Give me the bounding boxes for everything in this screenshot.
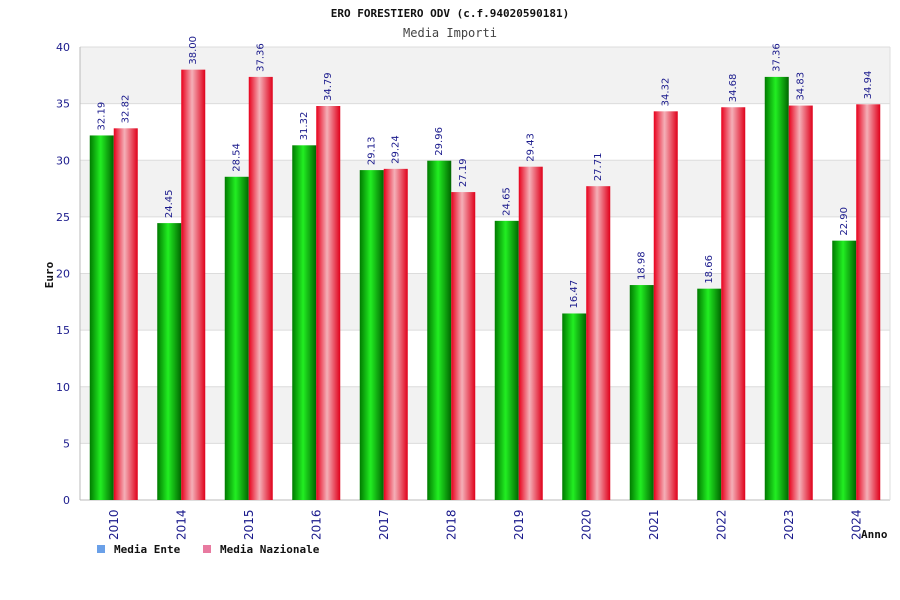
- bar-media-ente-2019: [494, 220, 519, 500]
- bar-media-ente-2023: [764, 76, 789, 500]
- value-label-media-ente-2024: 22.90: [839, 207, 850, 236]
- value-label-media-ente-2017: 29.13: [367, 136, 378, 165]
- value-label-media-ente-2015: 28.54: [232, 143, 243, 172]
- value-label-media-ente-2019: 24.65: [502, 187, 513, 216]
- value-label-media-ente-2022: 18.66: [704, 255, 715, 284]
- x-tick-label: 2018: [444, 509, 458, 540]
- bar-media-nazionale-2022: [721, 107, 746, 501]
- value-label-media-nazionale-2023: 34.83: [796, 72, 807, 101]
- x-axis-label: Anno: [861, 528, 888, 541]
- legend-swatch-media-nazionale: [203, 545, 211, 553]
- legend: Media Ente Media Nazionale: [97, 543, 320, 556]
- x-tick-label: 2024: [849, 509, 863, 540]
- value-label-media-nazionale-2014: 38.00: [188, 36, 199, 65]
- bar-media-nazionale-2024: [856, 104, 881, 500]
- value-label-media-nazionale-2019: 29.43: [526, 133, 537, 162]
- legend-label-media-ente: Media Ente: [114, 543, 181, 556]
- value-label-media-ente-2023: 37.36: [772, 43, 783, 72]
- x-axis-ticks: 2010 2014 2015 2016 2017 2018 2019 2020 2021 2022…: [107, 509, 864, 540]
- bar-media-ente-2022: [697, 288, 722, 500]
- bar-media-nazionale-2017: [383, 168, 408, 500]
- grid-band: [80, 273, 890, 331]
- bar-media-ente-2017: [359, 170, 384, 500]
- y-tick-label: 40: [56, 41, 70, 54]
- bar-media-ente-2020: [562, 313, 587, 500]
- value-labels: 32.19 32.82 24.45 38.00 28.54 37.36 31.32 34.79…: [97, 36, 875, 308]
- bar-media-nazionale-2010: [113, 128, 138, 500]
- legend-swatch-media-ente: [97, 545, 105, 553]
- y-tick-label: 20: [56, 268, 70, 281]
- value-label-media-nazionale-2022: 34.68: [728, 74, 739, 103]
- value-label-media-ente-2021: 18.98: [637, 251, 648, 280]
- y-tick-label: 5: [63, 437, 70, 450]
- grid-band: [80, 160, 890, 217]
- chart-title: ERO FORESTIERO ODV (c.f.94020590181): [331, 7, 569, 20]
- x-tick-label: 2022: [714, 509, 728, 540]
- bar-media-ente-2018: [427, 160, 452, 500]
- y-axis-label: Euro: [43, 261, 56, 288]
- value-label-media-nazionale-2016: 34.79: [323, 72, 334, 101]
- y-tick-label: 35: [56, 98, 70, 111]
- x-tick-label: 2010: [107, 509, 121, 540]
- bar-media-ente-2010: [89, 135, 114, 501]
- value-label-media-ente-2018: 29.96: [434, 127, 445, 156]
- value-label-media-nazionale-2010: 32.82: [121, 95, 132, 124]
- y-axis-ticks: 0 5 10 15 20 25 30 35 40: [56, 41, 70, 507]
- y-tick-label: 15: [56, 324, 70, 337]
- y-tick-label: 0: [63, 494, 70, 507]
- value-label-media-ente-2020: 16.47: [569, 280, 580, 309]
- bar-media-nazionale-2020: [586, 186, 611, 500]
- x-tick-label: 2017: [377, 509, 391, 540]
- bar-media-nazionale-2014: [181, 69, 206, 501]
- bar-media-nazionale-2018: [451, 192, 476, 501]
- x-tick-label: 2023: [782, 509, 796, 540]
- y-tick-label: 30: [56, 154, 70, 167]
- x-tick-label: 2015: [242, 509, 256, 540]
- x-tick-label: 2019: [512, 509, 526, 540]
- value-label-media-ente-2010: 32.19: [97, 102, 108, 131]
- bar-media-nazionale-2016: [316, 106, 341, 501]
- grid-band: [80, 386, 890, 444]
- value-label-media-ente-2016: 31.32: [299, 112, 310, 141]
- value-label-media-ente-2014: 24.45: [164, 189, 175, 218]
- bars: [89, 69, 881, 501]
- y-tick-label: 10: [56, 381, 70, 394]
- x-tick-label: 2021: [647, 509, 661, 540]
- grid-lines: [79, 46, 891, 501]
- x-tick-label: 2020: [579, 509, 593, 540]
- value-label-media-nazionale-2024: 34.94: [863, 71, 874, 100]
- bar-media-ente-2024: [832, 240, 857, 500]
- chart-subtitle: Media Importi: [403, 26, 497, 40]
- x-tick-label: 2014: [174, 509, 188, 540]
- x-tick-label: 2016: [309, 509, 323, 540]
- value-label-media-nazionale-2020: 27.71: [593, 153, 604, 182]
- value-label-media-nazionale-2017: 29.24: [391, 135, 402, 164]
- y-tick-label: 25: [56, 211, 70, 224]
- grid-band: [80, 47, 890, 104]
- value-label-media-nazionale-2021: 34.32: [661, 78, 672, 107]
- bar-media-ente-2021: [629, 285, 654, 500]
- bar-media-nazionale-2015: [248, 76, 273, 500]
- value-label-media-nazionale-2015: 37.36: [256, 43, 267, 72]
- bar-media-ente-2016: [292, 145, 317, 500]
- bar-media-ente-2014: [157, 223, 182, 500]
- bar-media-nazionale-2019: [518, 166, 543, 500]
- bar-media-ente-2015: [224, 176, 249, 501]
- bar-media-nazionale-2021: [653, 111, 678, 501]
- value-label-media-nazionale-2018: 27.19: [458, 158, 469, 187]
- legend-label-media-nazionale: Media Nazionale: [220, 543, 320, 556]
- bar-media-nazionale-2023: [788, 105, 813, 501]
